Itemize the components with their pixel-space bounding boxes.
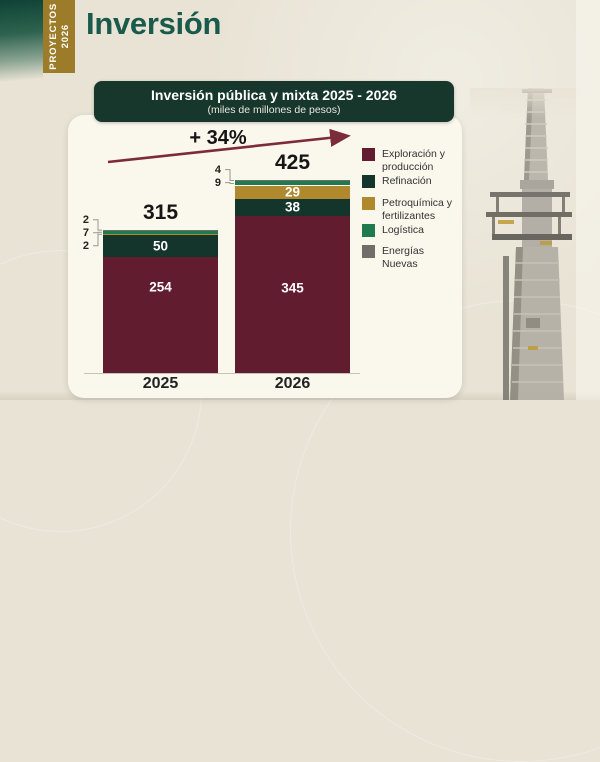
callout-value-2025: 7 (82, 226, 89, 239)
bar-segment-2025-1 (103, 234, 218, 258)
total-label-2025: 315 (142, 200, 179, 224)
segment-value-2026: 345 (281, 280, 304, 296)
bar-segment-2026-2 (235, 185, 350, 199)
segment-value-2026: 38 (284, 199, 301, 215)
growth-arrow (107, 128, 351, 164)
bar-segment-2025-3 (103, 230, 218, 234)
legend-label: Exploración y producción (382, 148, 446, 173)
chart-header: Inversión pública y mixta 2025 - 2026 (m… (94, 81, 454, 122)
callout-value-2026: 4 (214, 163, 221, 176)
legend-label: Logística (382, 224, 425, 236)
segment-value-2025: 50 (152, 238, 169, 254)
legend-label: Petroquímica y fertilizantes (382, 197, 453, 222)
legend-item-1: Refinación (362, 175, 460, 188)
legend: Exploración y producción Refinación Petroq… (362, 140, 460, 275)
segment-value-2026: 29 (284, 184, 301, 200)
bar-segment-2026-0 (235, 216, 350, 373)
bar-chart: 254 50 315 2025 2 7 2 345 38 29 425 2026 4 9 (82, 150, 350, 392)
legend-label: Energías Nuevas (382, 245, 425, 270)
page-title: Inversión (86, 6, 222, 41)
legend-swatch (362, 148, 375, 161)
x-axis-line (84, 372, 360, 374)
category-label-2026: 2026 (274, 375, 311, 392)
proyectos-2026-banner: PROYECTOS 2026 (43, 0, 75, 73)
legend-item-0: Exploración y producción (362, 148, 460, 173)
legend-item-2: Petroquímica y fertilizantes (362, 197, 460, 222)
bar-segment-2025-2 (103, 233, 218, 235)
total-label-2026: 425 (274, 150, 311, 174)
chart-title: Inversión pública y mixta 2025 - 2026 (151, 87, 397, 103)
bar-segment-2026-4 (235, 179, 350, 182)
bar-segment-2026-1 (235, 198, 350, 216)
bar-segment-2025-4 (103, 229, 218, 231)
bar-segment-2025-0 (103, 257, 218, 373)
growth-label: + 34% (189, 127, 247, 149)
legend-swatch (362, 197, 375, 210)
legend-swatch (362, 224, 375, 237)
photo-edge-strip (576, 0, 600, 400)
segment-value-2025: 254 (149, 279, 172, 295)
callout-value-2025: 2 (82, 213, 89, 226)
legend-swatch (362, 245, 375, 258)
chart-subtitle: (miles de millones de pesos) (207, 104, 341, 116)
legend-item-3: Logística (362, 224, 460, 237)
legend-label: Refinación (382, 175, 432, 187)
callout-value-2026: 9 (214, 176, 221, 189)
category-label-2025: 2025 (142, 375, 179, 392)
callout-value-2025: 2 (82, 239, 89, 252)
refinery-photo (470, 88, 580, 400)
bar-segment-2026-3 (235, 181, 350, 186)
corner-green-photo (0, 0, 43, 82)
legend-swatch (362, 175, 375, 188)
legend-item-4: Energías Nuevas (362, 245, 460, 270)
